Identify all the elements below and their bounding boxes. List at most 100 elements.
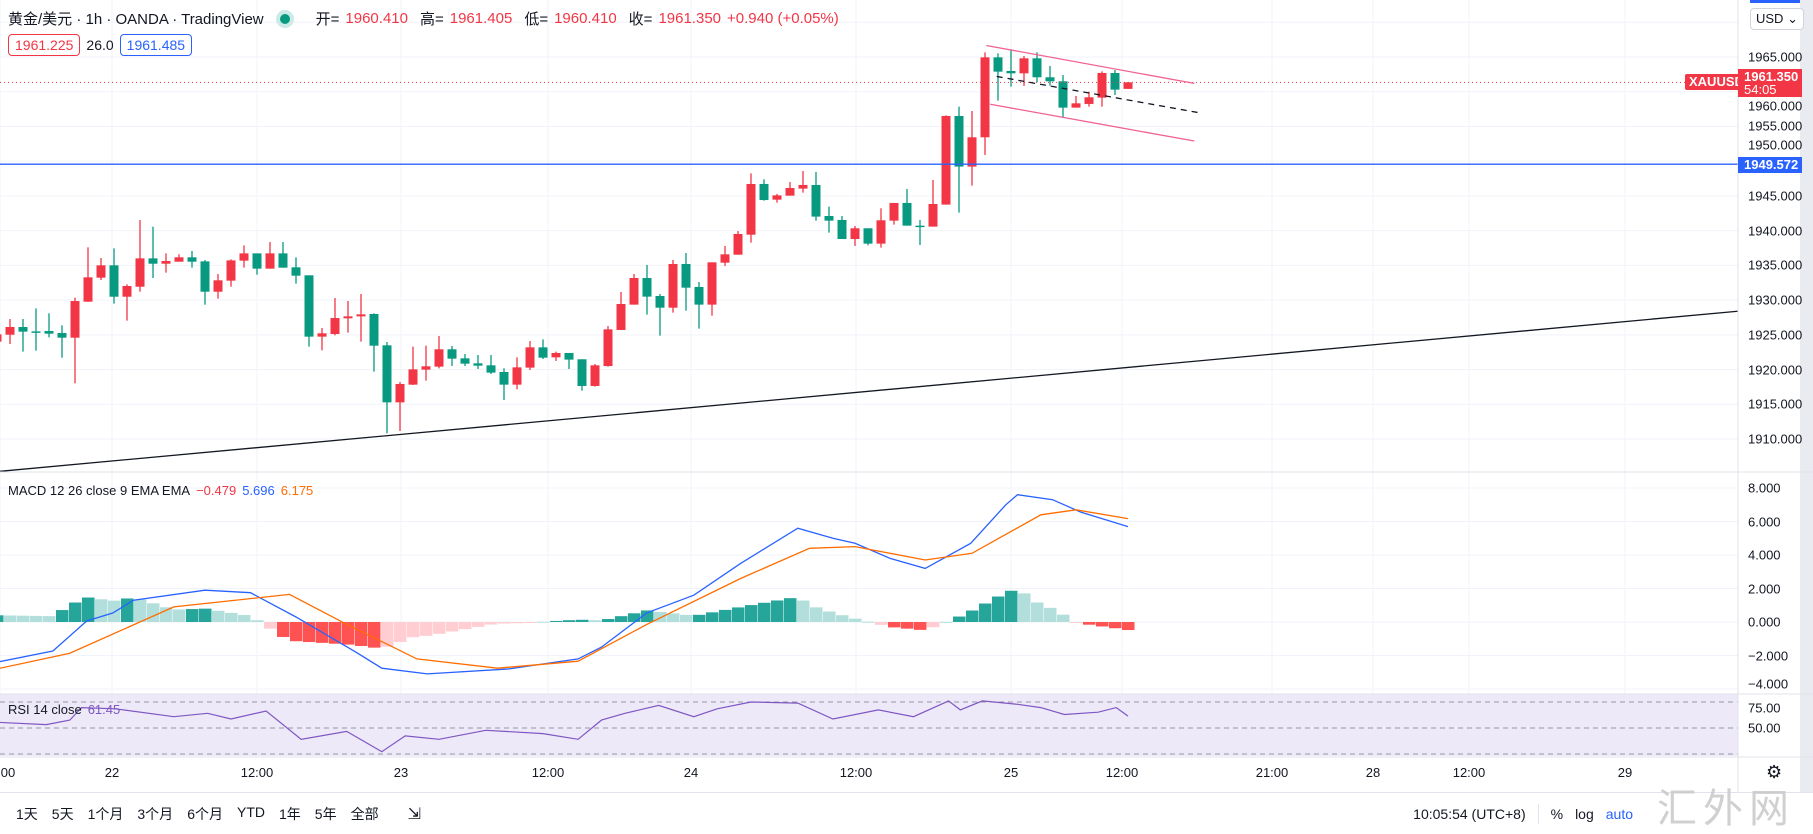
candle-body — [629, 278, 639, 305]
candle-body — [135, 258, 145, 287]
symbol-title[interactable]: 黄金/美元 · 1h · OANDA · TradingView — [8, 11, 264, 28]
macd-histogram-bar — [160, 607, 173, 622]
candle-body — [850, 228, 860, 239]
settings-gear-icon[interactable]: ⚙ — [1766, 762, 1783, 782]
range-button[interactable]: 5天 — [51, 805, 74, 822]
candle-body — [642, 278, 652, 297]
time-axis-label: 12:00 — [531, 765, 565, 780]
macd-histogram-bar — [433, 622, 446, 634]
axis-highlight — [1750, 0, 1800, 3]
macd-histogram-bar — [862, 621, 875, 623]
macd-histogram-bar — [797, 600, 810, 622]
macd-axis-label: −2.000 — [1748, 648, 1789, 663]
candle-body — [252, 253, 262, 269]
log-toggle[interactable]: log — [1575, 805, 1594, 822]
bar-countdown: 54:05 — [1744, 82, 1777, 97]
candle-body — [161, 261, 171, 264]
candle-body — [174, 257, 184, 262]
macd-histogram-bar — [1057, 614, 1070, 622]
candle-body — [148, 258, 158, 264]
macd-histogram-bar — [1018, 593, 1031, 622]
candle-body — [837, 219, 847, 239]
macd-histogram-bar — [693, 614, 706, 622]
macd-axis-label: −4.000 — [1748, 676, 1789, 692]
candle-body — [525, 347, 535, 368]
last-price: 1961.350 — [1744, 69, 1799, 84]
candle-body — [993, 57, 1003, 72]
right-scroll-strip[interactable] — [1800, 0, 1813, 792]
candle-body — [1123, 82, 1133, 89]
range-button[interactable]: 3个月 — [137, 805, 174, 822]
drawings[interactable] — [0, 44, 1738, 472]
macd-histogram-bar — [1005, 590, 1018, 622]
candle-body — [343, 316, 353, 319]
range-button[interactable]: 6个月 — [187, 805, 223, 822]
range-button[interactable]: 1年 — [278, 805, 301, 822]
range-button[interactable]: 1天 — [16, 805, 38, 822]
macd-signal-value: 6.175 — [280, 483, 314, 498]
candle-body — [616, 303, 626, 330]
macd-histogram-bar — [823, 611, 836, 622]
price-axis-label: 1935.000 — [1748, 257, 1803, 273]
macd-histogram-bar — [537, 621, 550, 623]
symbol-legend: 黄金/美元 · 1h · OANDA · TradingView 开= 1960.… — [8, 8, 839, 29]
close-label: 收= — [628, 11, 653, 28]
range-button[interactable]: 5年 — [314, 805, 337, 822]
candle-body — [44, 331, 54, 334]
macd-histogram-bar — [173, 609, 186, 622]
macd-histogram-bar — [589, 620, 602, 622]
candle-body — [395, 384, 405, 403]
time-axis-label: 12:00 — [240, 765, 274, 780]
macd-histogram-bar — [1031, 602, 1044, 622]
macd-histogram-bar — [810, 607, 823, 622]
rsi-title[interactable]: RSI 14 close — [8, 702, 82, 717]
range-button[interactable]: YTD — [236, 803, 265, 820]
auto-toggle[interactable]: auto — [1605, 805, 1633, 822]
macd-axis-label: 8.000 — [1748, 480, 1781, 496]
percent-toggle[interactable]: % — [1550, 805, 1564, 822]
candle-body — [564, 352, 574, 360]
macd-title[interactable]: MACD 12 26 close 9 EMA EMA — [8, 483, 191, 498]
candle-body — [304, 275, 314, 337]
macd-histogram-bar — [147, 603, 160, 622]
macd-histogram-bar — [30, 615, 43, 622]
time-axis-label: 22 — [104, 765, 120, 780]
range-button[interactable]: 1个月 — [87, 805, 124, 822]
candle-body — [187, 257, 197, 262]
rsi-plot — [0, 700, 1738, 755]
rsi-line — [0, 700, 1129, 753]
support-trendline — [0, 310, 1738, 472]
candle-body — [889, 202, 899, 221]
macd-histogram-bar — [836, 615, 849, 622]
bid-ask: 1961.225 26.0 1961.485 — [8, 34, 193, 56]
currency-select[interactable]: USD ⌄ — [1750, 8, 1804, 30]
close-value: 1961.350 — [658, 10, 722, 27]
hline-price-tag: 1949.572 — [1738, 157, 1802, 173]
symbol-price-tag: XAUUSD — [1685, 74, 1748, 90]
divider — [1537, 803, 1539, 824]
macd-axis-label: 4.000 — [1748, 547, 1781, 563]
time-axis-label: 00 — [0, 765, 16, 780]
sell-button[interactable]: 1961.225 — [8, 34, 81, 56]
candle-body — [551, 352, 561, 358]
macd-histogram-bar — [888, 622, 901, 628]
macd-histogram-bar — [745, 605, 758, 622]
macd-histogram-bar — [511, 622, 524, 624]
price-axis-label: 1915.000 — [1748, 396, 1803, 412]
candle-body — [772, 195, 782, 200]
clock[interactable]: 10:05:54 (UTC+8) — [1413, 805, 1526, 822]
candle-body — [1110, 72, 1120, 90]
price-axis-label: 1920.000 — [1748, 362, 1803, 378]
candle-body — [382, 345, 392, 403]
rsi-axis-label: 75.00 — [1748, 700, 1781, 716]
macd-histogram-bar — [1109, 622, 1122, 629]
macd-histogram-bar — [979, 603, 992, 622]
macd-histogram-bar — [69, 602, 82, 622]
range-button[interactable]: 全部 — [350, 805, 379, 822]
rsi-value: 61.45 — [87, 702, 121, 717]
goto-date-icon[interactable]: ⇲ — [407, 805, 421, 823]
candle-body — [1071, 103, 1081, 108]
macd-histogram-bar — [17, 615, 30, 622]
chart-canvas[interactable] — [0, 0, 1813, 792]
buy-button[interactable]: 1961.485 — [119, 34, 193, 56]
